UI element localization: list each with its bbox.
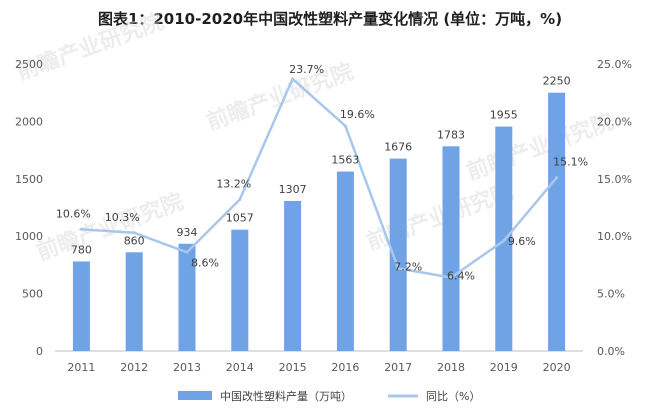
- yoy-line: [81, 77, 558, 279]
- legend-bar-swatch: [178, 391, 212, 400]
- legend-line-label: 同比（%）: [426, 390, 480, 403]
- bar-2017: [389, 158, 407, 351]
- bar-value-label: 934: [177, 226, 198, 239]
- x-tick-label: 2018: [437, 361, 465, 374]
- y-right-tick-label: 5.0%: [597, 288, 625, 301]
- yoy-point-2019: [502, 239, 506, 243]
- y-right-tick-label: 20.0%: [597, 115, 632, 128]
- axes: 2011 2012 2013 2014 2015 2016 2017 2018 2019 2020…: [15, 58, 632, 374]
- bar-value-label: 1676: [384, 141, 412, 154]
- bar-2018: [442, 146, 460, 351]
- yoy-point-2017: [396, 266, 400, 270]
- watermark-text: 前瞻产业研究院: [203, 59, 357, 136]
- chart-title: 图表1：2010-2020年中国改性塑料产量变化情况 (单位：万吨，%): [97, 10, 563, 28]
- bar-value-label: 1783: [437, 128, 465, 141]
- y-right-tick-label: 10.0%: [597, 230, 632, 243]
- x-tick-label: 2016: [331, 361, 359, 374]
- x-tick-label: 2014: [226, 361, 254, 374]
- yoy-point-2016: [343, 124, 347, 128]
- line-value-label: 8.6%: [191, 256, 219, 269]
- bar-value-label: 780: [71, 243, 92, 256]
- watermark-text: 前瞻产业研究院: [33, 189, 187, 266]
- yoy-point-2018: [449, 276, 453, 280]
- x-tick-label: 2015: [279, 361, 307, 374]
- bar-value-label: 1563: [331, 154, 359, 167]
- y-left-tick-label: 0: [36, 345, 43, 358]
- data-labels: 780 860 934 1057 1307 1563 1676 1783 1955 2250 10.…: [56, 63, 588, 283]
- line-value-label: 9.6%: [508, 235, 536, 248]
- x-tick-label: 2012: [120, 361, 148, 374]
- bar-value-label: 2250: [543, 75, 571, 88]
- line-value-label: 10.3%: [105, 211, 140, 224]
- bar-2016: [336, 171, 354, 351]
- yoy-point-2014: [238, 197, 242, 201]
- line-value-label: 15.1%: [553, 156, 588, 169]
- x-tick-label: 2013: [173, 361, 201, 374]
- y-left-tick-label: 2500: [15, 58, 43, 71]
- legend: 中国改性塑料产量（万吨） 同比（%）: [178, 389, 480, 403]
- bar-2020: [548, 92, 566, 351]
- yoy-point-2015: [291, 77, 295, 81]
- yoy-point-2013: [185, 250, 189, 254]
- bar-2014: [231, 229, 249, 351]
- bar-2015: [284, 200, 302, 351]
- yoy-point-2011: [79, 227, 83, 231]
- line-value-label: 7.2%: [394, 260, 422, 273]
- x-tick-label: 2011: [67, 361, 95, 374]
- y-right-tick-label: 25.0%: [597, 58, 632, 71]
- line-value-label: 6.4%: [447, 270, 475, 283]
- watermark-text: 前瞻产业研究院: [463, 109, 617, 186]
- bar-2012: [125, 252, 143, 351]
- line-value-label: 13.2%: [216, 177, 251, 190]
- bar-value-label: 1955: [490, 109, 518, 122]
- line-series: [79, 77, 559, 280]
- line-value-label: 19.6%: [340, 108, 375, 121]
- bar-value-label: 1057: [226, 212, 254, 225]
- yoy-point-2020: [555, 176, 559, 180]
- y-left-tick-label: 500: [22, 288, 43, 301]
- y-left-tick-label: 1500: [15, 173, 43, 186]
- line-value-label: 23.7%: [289, 63, 324, 76]
- y-right-tick-label: 0.0%: [597, 345, 625, 358]
- x-tick-label: 2019: [490, 361, 518, 374]
- bar-2019: [495, 126, 513, 351]
- bar-value-label: 1307: [279, 183, 307, 196]
- x-tick-label: 2017: [384, 361, 412, 374]
- yoy-point-2012: [132, 231, 136, 235]
- y-left-tick-label: 1000: [15, 230, 43, 243]
- legend-bar-label: 中国改性塑料产量（万吨）: [220, 389, 352, 403]
- bar-2011: [72, 261, 90, 351]
- watermark-text: 前瞻产业研究院: [363, 179, 517, 256]
- y-left-tick-label: 2000: [15, 115, 43, 128]
- y-right-tick-label: 15.0%: [597, 173, 632, 186]
- bar-series: [72, 92, 566, 351]
- x-tick-label: 2020: [543, 361, 571, 374]
- bar-2013: [178, 243, 196, 351]
- bar-value-label: 860: [124, 234, 145, 247]
- line-value-label: 10.6%: [56, 207, 91, 220]
- watermark-text: 前瞻产业研究院: [13, 9, 167, 86]
